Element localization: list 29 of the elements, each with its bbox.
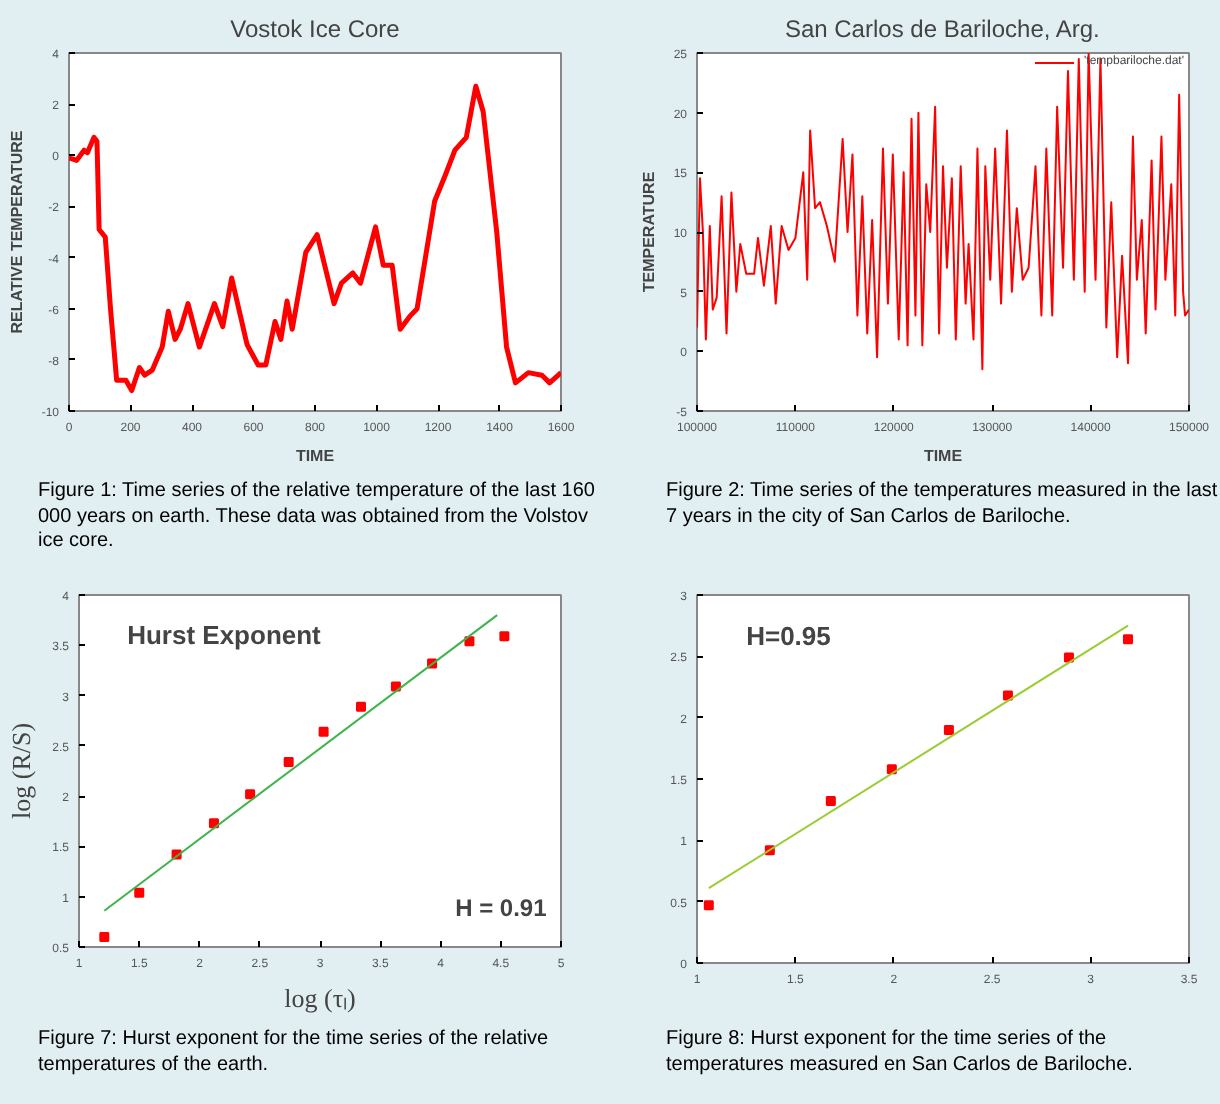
point — [703, 900, 714, 911]
chart-title: Vostok Ice Core — [230, 15, 401, 43]
point — [1122, 634, 1133, 645]
caption: Figure 2: Time series of the temperatures measured in the last 7 years in the city of San Carlos de Bariloche. — [666, 480, 1220, 530]
x-axis-title: log (τₗ) — [284, 983, 356, 1013]
point — [318, 726, 329, 737]
point — [355, 701, 366, 712]
point — [499, 631, 510, 642]
caption: Figure 1: Time series of the relative temperature of the last 160 000 years on earth. These data was obtained from the Volstov ice core. — [38, 480, 597, 555]
caption: Figure 7: Hurst exponent for the time series of the relative temperatures of the earth. — [38, 1028, 551, 1078]
annotation: Hurst Exponent — [127, 619, 323, 650]
x-axis-title: TIME — [295, 447, 336, 465]
point — [99, 931, 110, 942]
point — [245, 789, 256, 800]
caption: Figure 8: Hurst exponent for the time series of the temperatures measured en San Carlos de Bariloche. — [666, 1028, 1135, 1078]
point — [825, 796, 836, 807]
annotation: H=0.95 — [746, 620, 831, 651]
y-axis-title: TEMPERATURE — [639, 170, 658, 293]
line-series — [69, 83, 561, 394]
y-axis-title: RELATIVE TEMPERATURE — [7, 129, 26, 334]
x-axis-title: TIME — [923, 447, 964, 465]
line-series — [697, 53, 1189, 371]
y-axis-title: log (R/S) — [6, 722, 37, 820]
annotation: H = 0.91 — [455, 894, 548, 923]
point — [208, 818, 219, 829]
point — [943, 724, 954, 735]
point — [283, 756, 294, 767]
point — [134, 887, 145, 898]
chart-title: San Carlos de Bariloche, Arg. — [784, 15, 1100, 43]
